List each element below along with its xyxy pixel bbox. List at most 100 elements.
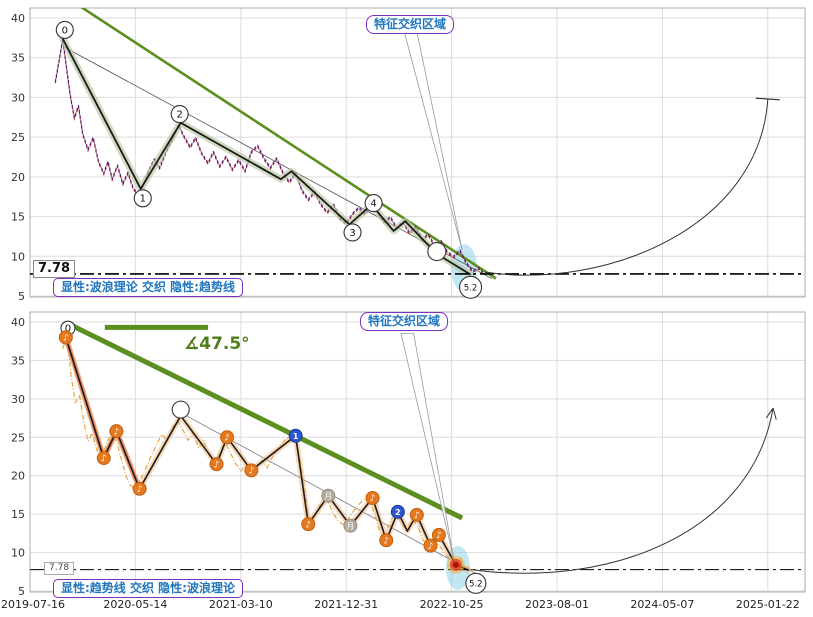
svg-text:5.2: 5.2 <box>464 284 478 294</box>
y-axis-labels: 40 35 30 25 20 15 10 5 <box>11 12 25 303</box>
svg-text:4: 4 <box>370 198 376 209</box>
svg-text:♪: ♪ <box>248 467 254 477</box>
ref-price-label-top: 7.78 <box>33 260 76 278</box>
note-marker <box>244 463 259 478</box>
note-marker <box>109 424 124 439</box>
svg-text:25: 25 <box>11 131 25 144</box>
subwave-marker <box>390 504 405 519</box>
svg-text:2021-03-10: 2021-03-10 <box>209 598 273 611</box>
svg-text:3: 3 <box>349 228 355 239</box>
wave-label-marker <box>171 400 190 419</box>
svg-text:15: 15 <box>11 211 25 224</box>
svg-text:30: 30 <box>11 91 25 104</box>
svg-text:30: 30 <box>11 393 25 406</box>
svg-text:10: 10 <box>11 547 25 560</box>
note-marker <box>431 527 446 542</box>
note-marker <box>220 430 235 445</box>
plot-content <box>30 8 805 293</box>
svg-text:40: 40 <box>11 316 25 329</box>
wave-label-marker <box>465 572 487 594</box>
wave-label-marker <box>427 241 447 262</box>
svg-text:月: 月 <box>325 492 333 501</box>
svg-text:♪: ♪ <box>101 454 107 464</box>
month-marker <box>321 488 336 503</box>
wave-label-marker <box>459 275 483 299</box>
angle-label: ∡47.5° <box>184 334 250 354</box>
svg-text:♪: ♪ <box>224 433 230 443</box>
wave-label-marker <box>55 20 74 39</box>
svg-text:35: 35 <box>11 354 25 367</box>
feature-zone-pointer <box>403 31 463 251</box>
arrow-head <box>765 407 774 419</box>
svg-text:35: 35 <box>11 52 25 65</box>
svg-text:5: 5 <box>18 585 25 598</box>
feature-zone-label-top: 特征交织区域 <box>366 15 455 34</box>
svg-text:2: 2 <box>395 508 401 517</box>
panel-top: 40 35 30 25 20 15 10 5 0 1 2 3 4 5.2 <box>11 7 806 303</box>
svg-text:2023-08-01: 2023-08-01 <box>525 598 589 611</box>
svg-text:2021-12-31: 2021-12-31 <box>314 598 378 611</box>
markers: 0 1 2 3 4 5.2 <box>55 20 483 299</box>
series-price-echo <box>54 40 484 275</box>
svg-text:♪: ♪ <box>214 460 220 470</box>
plot-content <box>30 321 805 590</box>
series-green-trendline <box>80 8 497 280</box>
svg-text:2019-07-16: 2019-07-16 <box>1 598 65 611</box>
svg-text:40: 40 <box>11 12 25 25</box>
ref-price-label-bottom: 7.78 <box>44 562 75 575</box>
x-axis-labels: 2019-07-16 2020-05-14 2021-03-10 2021-12-31… <box>1 598 800 611</box>
note-marker <box>379 533 394 548</box>
arrow-head <box>772 407 777 420</box>
svg-text:2024-05-07: 2024-05-07 <box>630 598 694 611</box>
series-price <box>54 38 484 274</box>
svg-text:♪: ♪ <box>63 334 69 344</box>
svg-text:2020-05-14: 2020-05-14 <box>103 598 167 611</box>
series-wave-path <box>65 337 469 572</box>
note-marker <box>96 451 111 466</box>
svg-text:♪: ♪ <box>370 494 376 504</box>
feature-zone-pointer <box>400 333 455 559</box>
svg-text:2: 2 <box>176 110 182 121</box>
svg-text:1: 1 <box>293 432 299 441</box>
svg-text:5.2: 5.2 <box>469 580 483 590</box>
projection-arrow <box>485 98 769 276</box>
svg-text:0: 0 <box>62 25 68 36</box>
signal-glow-core <box>452 561 459 568</box>
wave-label-marker <box>364 194 383 213</box>
month-marker <box>343 518 358 533</box>
svg-text:15: 15 <box>11 508 25 521</box>
note-marker <box>58 330 73 345</box>
svg-text:♪: ♪ <box>383 536 389 546</box>
wave-label-marker <box>343 223 362 242</box>
svg-text:2022-10-25: 2022-10-25 <box>420 598 484 611</box>
svg-text:20: 20 <box>11 470 25 483</box>
projection-arrow <box>470 407 774 574</box>
y-axis-labels: 40 35 30 25 20 15 10 5 <box>11 316 25 598</box>
series-green-trendline <box>66 321 464 521</box>
svg-text:♪: ♪ <box>114 427 120 437</box>
feature-zone-label-bottom: 特征交织区域 <box>360 312 449 331</box>
note-marker <box>365 491 380 506</box>
svg-text:♪: ♪ <box>414 511 420 521</box>
svg-text:5: 5 <box>18 290 25 303</box>
note-marker <box>132 481 147 496</box>
gridlines <box>29 8 805 297</box>
note-marker <box>409 507 424 522</box>
legend-bottom: 显性:趋势线 交织 隐性:波浪理论 <box>53 579 243 598</box>
svg-text:0: 0 <box>65 324 71 335</box>
svg-text:♪: ♪ <box>436 531 442 541</box>
svg-text:♪: ♪ <box>305 520 311 530</box>
svg-text:1: 1 <box>140 194 146 205</box>
subwave-marker <box>288 428 303 443</box>
svg-text:月: 月 <box>347 521 355 530</box>
svg-text:♪: ♪ <box>137 485 143 495</box>
wave-label-marker <box>170 105 189 124</box>
svg-text:2025-01-22: 2025-01-22 <box>736 598 800 611</box>
svg-text:25: 25 <box>11 431 25 444</box>
panel-border <box>29 7 806 298</box>
legend-top: 显性:波浪理论 交织 隐性:趋势线 <box>53 278 243 297</box>
